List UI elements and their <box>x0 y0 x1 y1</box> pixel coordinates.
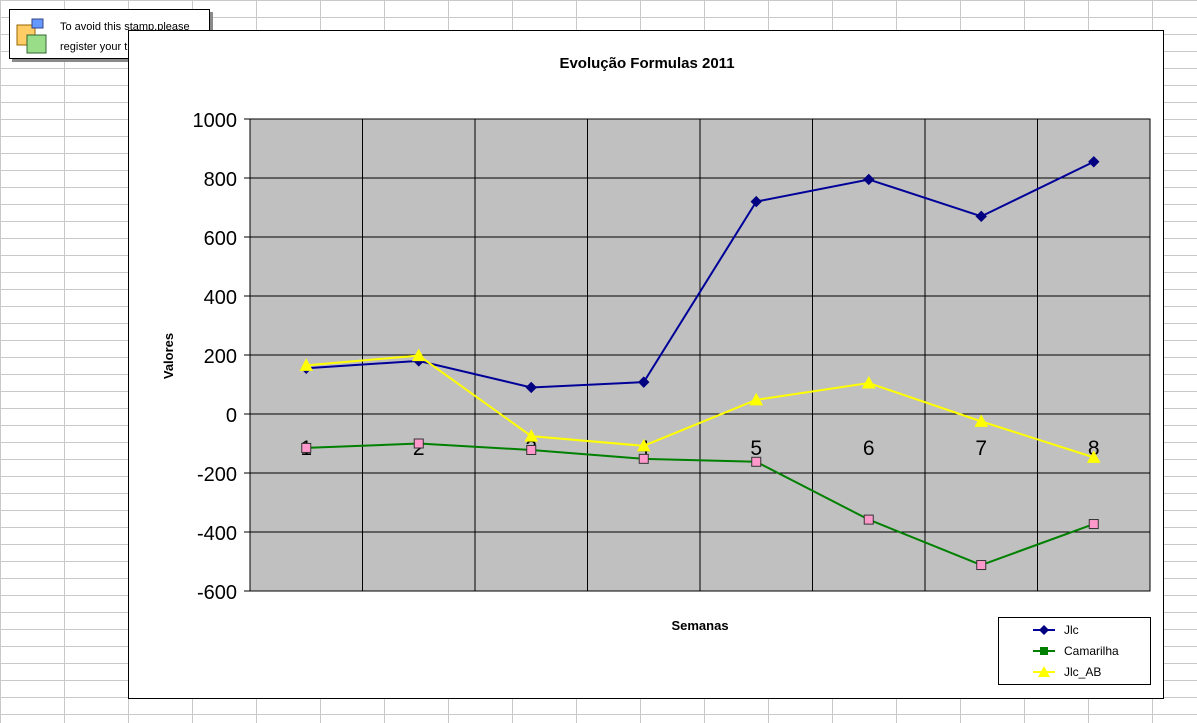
chart-title: Evolução Formulas 2011 <box>559 55 734 72</box>
y-tick-label: 1000 <box>193 110 238 132</box>
legend-label-jlc: Jlc <box>1064 623 1079 637</box>
series-point-camarilha <box>638 453 649 464</box>
series-point-camarilha <box>413 438 424 449</box>
legend-swatch-jlc <box>1033 625 1055 635</box>
series-point-jlc <box>638 376 650 388</box>
series-point-jlc-ab <box>749 392 764 406</box>
x-axis-label: Semanas <box>671 618 728 633</box>
series-point-jlc-ab <box>299 358 314 371</box>
legend-swatch-camarilha <box>1033 647 1055 655</box>
chart-legend: Jlc Camarilha Jlc_AB <box>998 617 1151 685</box>
series-point-jlc <box>863 173 875 186</box>
y-tick-label: 600 <box>204 228 237 250</box>
legend-item-camarilha: Camarilha <box>1007 642 1147 660</box>
series-point-jlc-ab <box>861 375 876 389</box>
series-point-jlc <box>975 210 987 223</box>
y-axis-label: Valores <box>161 333 176 379</box>
legend-label-jlc-ab: Jlc_AB <box>1064 665 1102 679</box>
series-point-jlc <box>750 195 762 208</box>
x-tick-label: 8 <box>1088 437 1100 460</box>
y-tick-label: 800 <box>204 169 237 191</box>
series-point-jlc-ab <box>974 414 989 427</box>
y-tick-label: 400 <box>204 287 237 309</box>
series-point-camarilha <box>863 514 874 525</box>
series-point-jlc <box>1088 156 1100 168</box>
x-tick-label: 5 <box>750 437 762 460</box>
x-tick-label: 6 <box>863 437 875 460</box>
series-point-camarilha <box>1088 519 1099 530</box>
y-tick-label: 200 <box>204 346 237 368</box>
series-line-camarilha <box>306 442 1095 567</box>
series-point-jlc-ab <box>411 348 426 362</box>
series-point-camarilha <box>751 456 762 467</box>
legend-swatch-jlc-ab <box>1033 666 1055 677</box>
series-point-jlc-ab <box>636 438 651 452</box>
chart-area[interactable]: Evolução Formulas 2011 Semanas Valores 1… <box>128 30 1164 699</box>
series-point-jlc <box>525 381 537 394</box>
series-point-camarilha <box>301 442 312 453</box>
series-line-jlc-ab <box>306 354 1095 459</box>
series-point-camarilha <box>526 444 537 455</box>
trial-stamp-icon <box>16 18 47 54</box>
series-point-jlc-ab <box>524 429 539 442</box>
y-tick-label: 0 <box>226 405 237 427</box>
x-tick-label: 7 <box>975 437 987 460</box>
series-point-camarilha <box>976 560 987 571</box>
series-line-jlc <box>306 160 1095 389</box>
y-tick-label: -400 <box>197 523 237 545</box>
y-tick-label: -200 <box>197 464 237 486</box>
legend-label-camarilha: Camarilha <box>1064 644 1119 658</box>
legend-item-jlc-ab: Jlc_AB <box>1007 663 1147 681</box>
y-tick-label: -600 <box>197 582 237 604</box>
chart-svg: Evolução Formulas 2011 Semanas Valores 1… <box>161 55 1151 633</box>
legend-item-jlc: Jlc <box>1007 621 1147 639</box>
series-point-jlc-ab <box>1086 450 1101 463</box>
